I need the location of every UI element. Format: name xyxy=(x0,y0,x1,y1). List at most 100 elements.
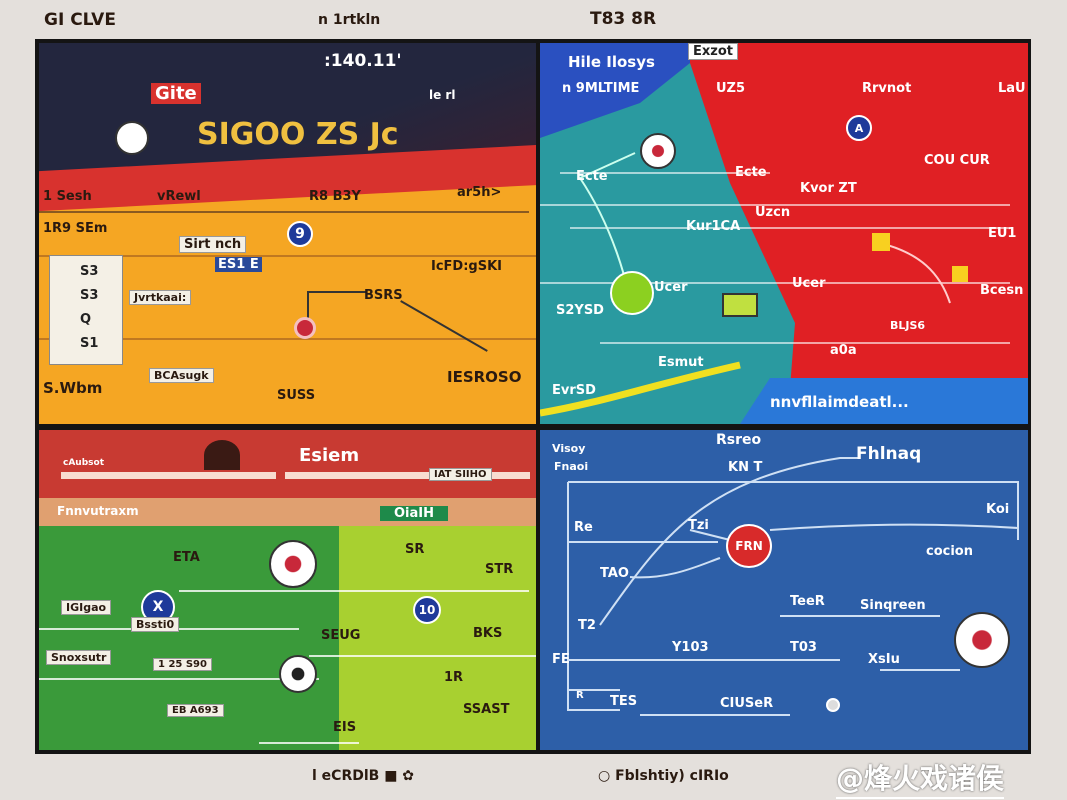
label: 1 25 S90 xyxy=(153,658,212,671)
banner-title: SIGOO ZS Jc xyxy=(197,117,399,152)
label: S2YSD xyxy=(556,303,604,318)
banner-sub: le rl xyxy=(429,88,456,102)
soccer-ball-icon xyxy=(279,655,317,693)
top-left-panel: Gite :140.11' le rl SIGOO ZS Jc S3 S3 Q … xyxy=(39,43,536,424)
banner-top-text: :140.11' xyxy=(324,51,402,71)
legend-box: S3 S3 Q S1 xyxy=(49,255,123,365)
label: CIUSeR xyxy=(720,696,774,711)
label: EU1 xyxy=(988,226,1017,241)
green-marker xyxy=(610,271,654,315)
top-right-panel: Exzot Hile Ilosys n 9MLTIME A UZ5 Rrvnot… xyxy=(540,43,1028,424)
label: S.Wbm xyxy=(43,379,103,397)
label: Visoy xyxy=(552,442,586,455)
label: Y103 xyxy=(672,640,709,655)
soccer-ball-icon xyxy=(954,612,1010,668)
progress-bar xyxy=(285,472,530,479)
label: SR xyxy=(405,542,425,557)
number-badge: 9 xyxy=(287,221,313,247)
label: LaU xyxy=(998,81,1026,96)
pitch-shapes xyxy=(540,43,1028,424)
red-marker: FRN xyxy=(726,524,772,568)
label: KN T xyxy=(728,460,763,475)
label: 1R xyxy=(444,670,464,685)
label: IESROSO xyxy=(447,368,522,386)
label: R8 B3Y xyxy=(309,189,361,204)
progress-bar xyxy=(61,472,276,479)
label: Bcesn xyxy=(980,283,1024,298)
label: STR xyxy=(485,562,514,577)
label: Snoxsutr xyxy=(46,650,112,665)
label: ar5h> xyxy=(457,185,502,200)
label: nnvfllaimdeatl... xyxy=(770,393,909,411)
banner-red-tag: Gite xyxy=(151,83,201,104)
soccer-ball-icon xyxy=(269,540,317,588)
legend-item: S1 xyxy=(80,336,99,351)
soccer-ball-icon xyxy=(115,121,149,155)
label: EIS xyxy=(333,720,357,735)
target-marker xyxy=(294,317,316,339)
number-badge: A xyxy=(846,115,872,141)
label: EB A693 xyxy=(167,704,224,717)
label: XsIu xyxy=(868,652,900,667)
label: Esmut xyxy=(658,355,704,370)
panel-subtitle: n 9MLTIME xyxy=(562,81,640,96)
label: Ucer xyxy=(654,280,688,295)
green-tag: OiaIH xyxy=(380,506,448,521)
number-badge: 10 xyxy=(413,596,441,624)
header-left: GI CLVE xyxy=(44,10,116,30)
label: ETA xyxy=(173,550,200,565)
bottom-left-panel: cAubsot IAT SIIHO Esiem Fnnvutraxm OiaIH… xyxy=(39,430,536,750)
label: IGIgao xyxy=(61,600,112,615)
label: Ucer xyxy=(792,276,826,291)
label: IcFD:gSKI xyxy=(431,259,502,274)
label: vRewl xyxy=(157,189,201,204)
label: 1R9 SEm xyxy=(43,221,108,236)
label: BKS xyxy=(473,626,503,641)
label: Rsreo xyxy=(716,432,762,448)
tan-band xyxy=(39,498,536,526)
header-center: n 1rtkln xyxy=(318,12,381,28)
label: R xyxy=(576,690,584,701)
label: T03 xyxy=(790,640,817,655)
label: ES1 E xyxy=(215,257,262,272)
label: Kvor ZT xyxy=(800,181,857,196)
dot-marker xyxy=(826,698,840,712)
label: Re xyxy=(574,520,593,535)
panel-title: Esiem xyxy=(299,445,360,466)
label: Sirt nch xyxy=(179,236,247,253)
footer-right: ○ Fblshtiy) cIRIo xyxy=(598,768,729,784)
watermark: @烽火戏诸侯 xyxy=(836,757,1005,799)
yellow-box-marker xyxy=(722,293,758,317)
legend-item: Q xyxy=(80,312,92,327)
label: Uzcn xyxy=(755,205,791,220)
label: cocion xyxy=(926,544,973,559)
label: Kur1CA xyxy=(686,219,741,234)
label: TAO xyxy=(600,566,629,581)
legend-item: S3 xyxy=(80,288,99,303)
label: Ecte xyxy=(735,165,767,180)
label: BLJS6 xyxy=(890,319,926,332)
label: Ecte xyxy=(576,169,608,184)
label: IAT SIIHO xyxy=(429,468,492,481)
label: BCAsugk xyxy=(149,368,214,383)
label: TES xyxy=(610,694,638,709)
field-lines xyxy=(567,457,1019,716)
player-icon xyxy=(204,440,240,470)
footer-left: l eCRDlB ■ ✿ xyxy=(312,768,415,784)
legend-item: S3 xyxy=(80,264,99,279)
bottom-right-panel: Rsreo Fhlnaq Visoy Fnaoi KN T Tzi TAO Re… xyxy=(540,430,1028,750)
label: cAubsot xyxy=(63,458,104,468)
label: Fnaoi xyxy=(554,460,589,473)
panel-title: Fhlnaq xyxy=(856,444,922,464)
label: COU CUR xyxy=(924,153,990,168)
label: a0a xyxy=(830,343,857,358)
label: BSRS xyxy=(364,288,403,303)
label: Tzi xyxy=(688,518,709,533)
label: Sinqreen xyxy=(860,598,926,613)
label: Bssti0 xyxy=(131,617,180,632)
label: TeeR xyxy=(790,594,825,609)
yellow-marker xyxy=(952,266,968,282)
header-right: T83 8R xyxy=(590,9,657,29)
label: EvrSD xyxy=(552,383,596,398)
label: SSAST xyxy=(463,702,510,717)
